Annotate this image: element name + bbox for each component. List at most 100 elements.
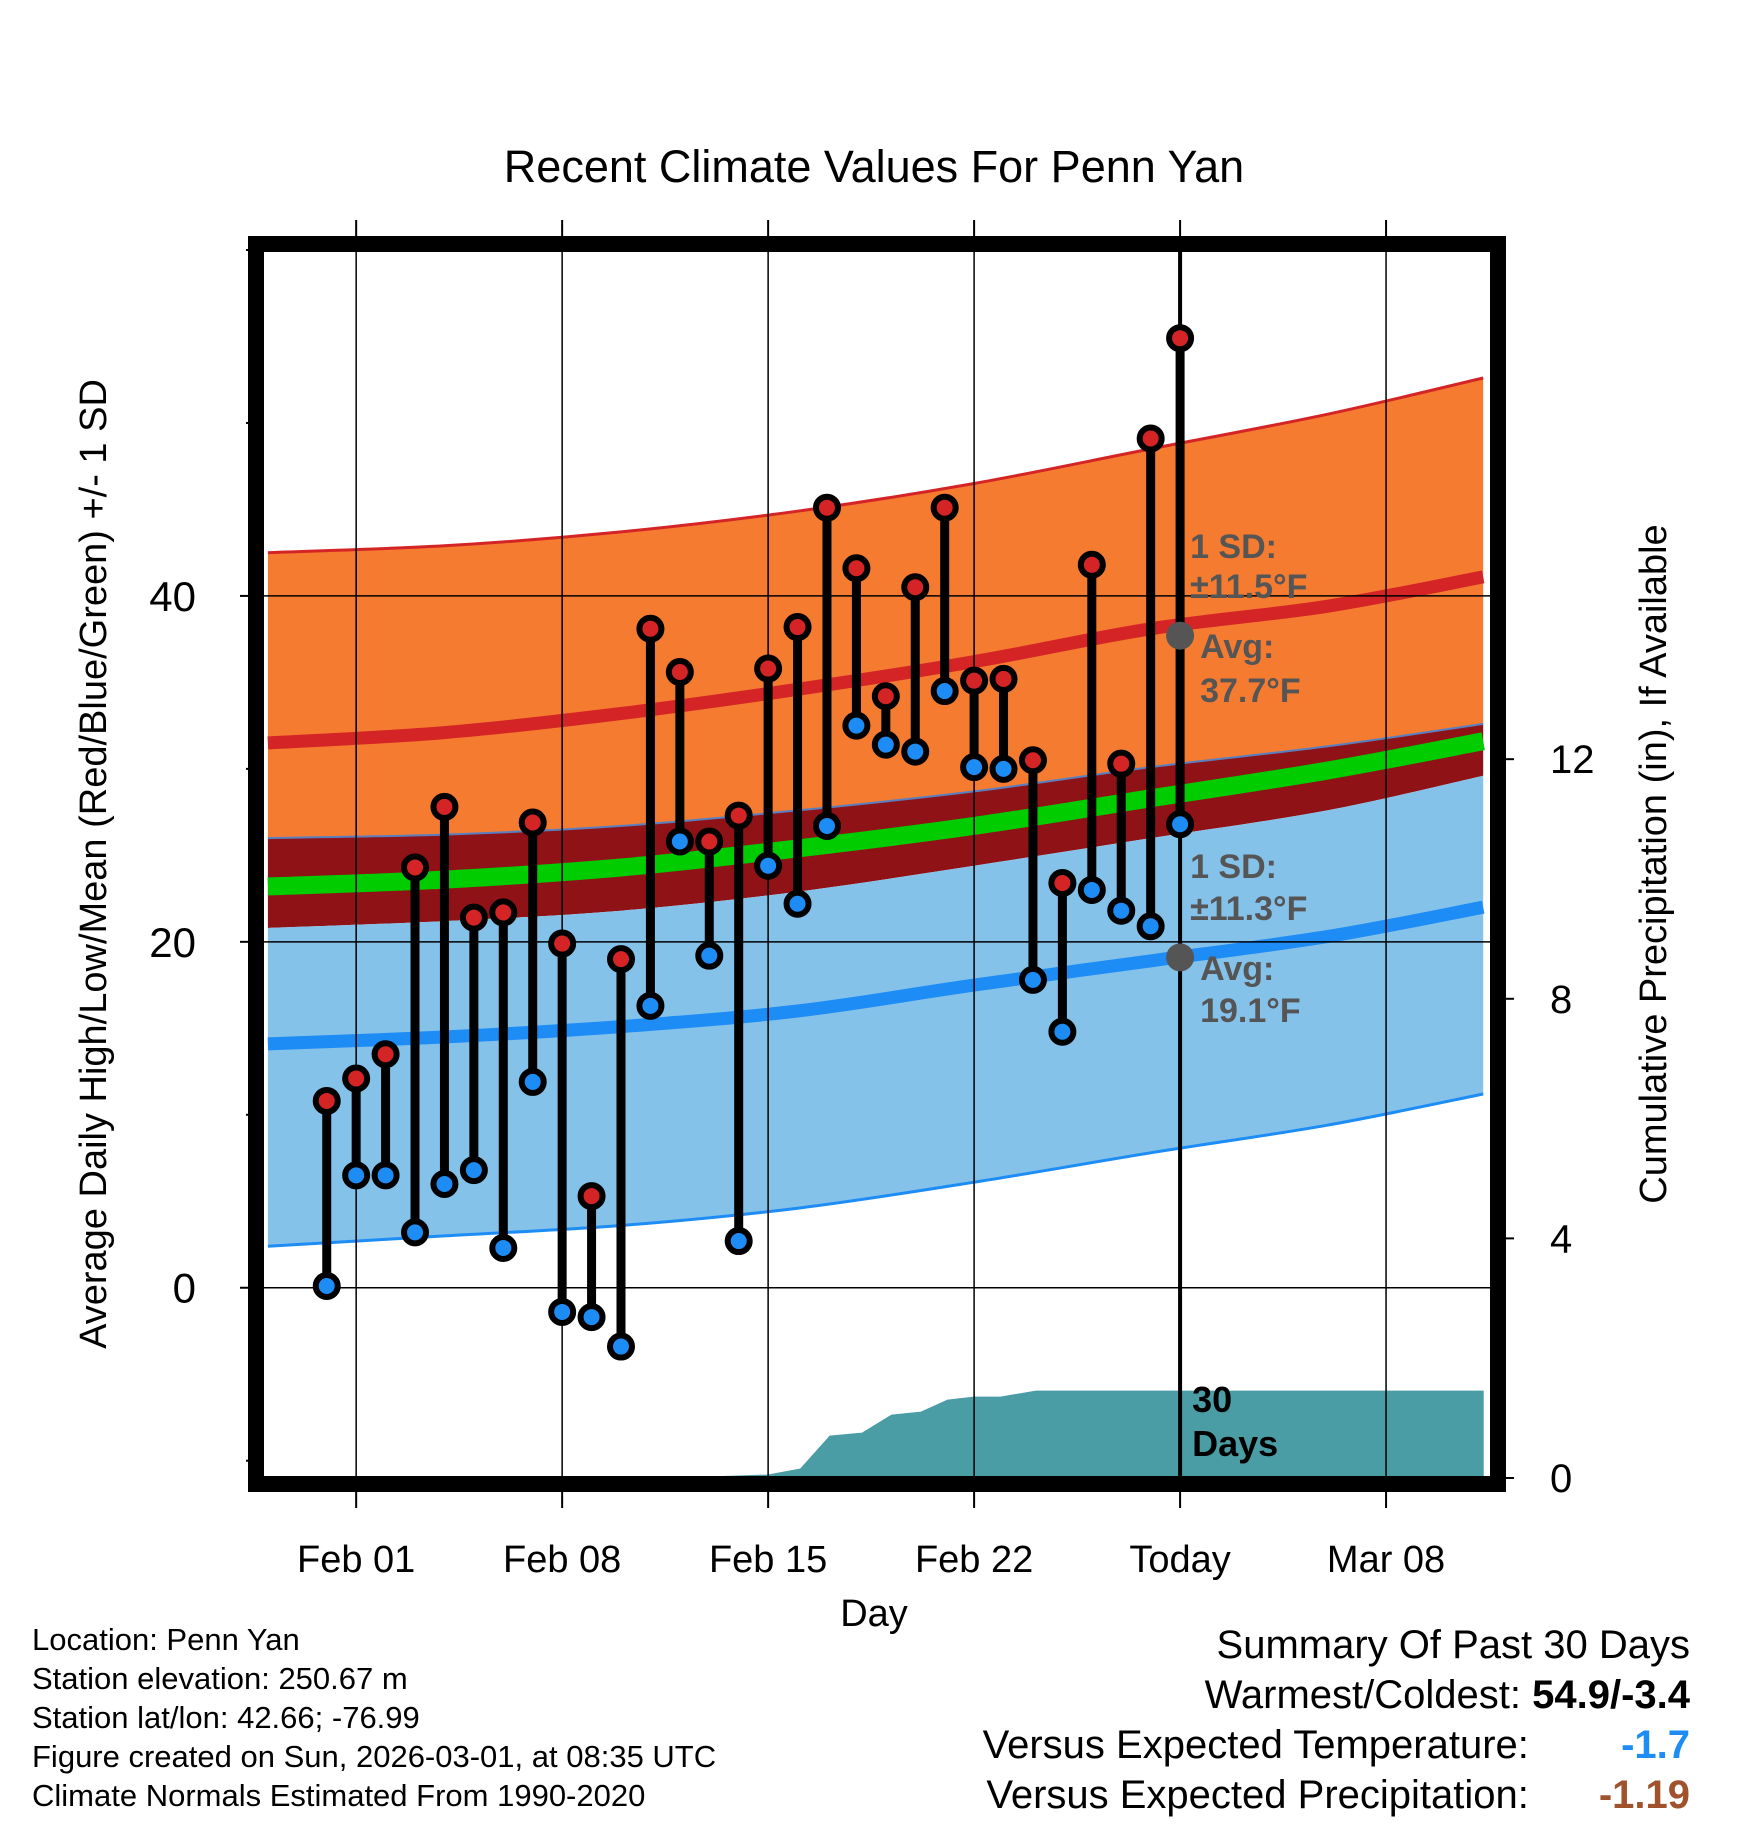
summary-panel: Summary Of Past 30 Days Warmest/Coldest:… xyxy=(983,1620,1690,1820)
summary-heading: Summary Of Past 30 Days xyxy=(1216,1623,1690,1667)
daily-high-point xyxy=(695,827,724,856)
y-axis-label: Average Daily High/Low/Mean (Red/Blue/Gr… xyxy=(73,379,115,1349)
plot-frame xyxy=(248,236,1506,1492)
daily-high-point xyxy=(1048,869,1077,898)
daily-low-point xyxy=(1048,1017,1077,1046)
daily-low-point xyxy=(577,1303,606,1332)
daily-low-point xyxy=(812,811,841,840)
daily-low-point xyxy=(312,1272,341,1301)
daily-high-point xyxy=(724,801,753,830)
y2-tick-label: 8 xyxy=(1550,978,1572,1022)
chart-title: Recent Climate Values For Penn Yan xyxy=(504,141,1244,192)
daily-low-point xyxy=(901,737,930,766)
daily-high-point xyxy=(783,613,812,642)
daily-low-point xyxy=(1018,965,1047,994)
daily-high-point xyxy=(812,493,841,522)
info-location: Location: Penn Yan xyxy=(32,1622,300,1657)
daily-low-point xyxy=(636,991,665,1020)
high-avg-label: Avg: xyxy=(1200,628,1274,666)
info-normals: Climate Normals Estimated From 1990-2020 xyxy=(32,1778,646,1813)
daily-high-point xyxy=(871,682,900,711)
period-label-days: Days xyxy=(1192,1423,1278,1464)
daily-low-point xyxy=(960,753,989,782)
low-avg-label: Avg: xyxy=(1200,950,1274,988)
daily-low-point xyxy=(548,1297,577,1326)
high-avg-marker xyxy=(1166,621,1195,650)
daily-low-point xyxy=(695,941,724,970)
daily-high-point xyxy=(518,808,547,837)
daily-low-point xyxy=(1166,810,1195,839)
daily-low-point xyxy=(401,1218,430,1247)
daily-high-point xyxy=(489,898,518,927)
daily-high-point xyxy=(930,493,959,522)
daily-low-point xyxy=(606,1332,635,1361)
info-latlon: Station lat/lon: 42.66; -76.99 xyxy=(32,1700,420,1735)
daily-high-point xyxy=(342,1064,371,1093)
summary-temp-value: -1.7 xyxy=(1621,1723,1690,1767)
x-tick-label: Feb 15 xyxy=(709,1539,827,1581)
low-avg-value: 19.1°F xyxy=(1200,992,1301,1030)
daily-low-point xyxy=(342,1161,371,1190)
info-created: Figure created on Sun, 2026-03-01, at 08… xyxy=(32,1739,717,1774)
y-tick-label: 0 xyxy=(173,1265,196,1312)
x-axis-label: Day xyxy=(840,1593,908,1635)
y2-tick-label: 4 xyxy=(1550,1217,1572,1261)
precip-area xyxy=(679,1390,1484,1478)
daily-high-point xyxy=(1136,424,1165,453)
daily-high-point xyxy=(901,573,930,602)
daily-high-point xyxy=(548,929,577,958)
summary-temp-label: Versus Expected Temperature: xyxy=(982,1723,1529,1767)
y2-tick-label: 0 xyxy=(1550,1457,1572,1501)
summary-warmest-row: Warmest/Coldest: 54.9/-3.4 xyxy=(983,1670,1690,1720)
daily-high-point xyxy=(401,853,430,882)
daily-low-point xyxy=(930,677,959,706)
daily-high-point xyxy=(577,1182,606,1211)
x-tick-label: Feb 08 xyxy=(503,1539,621,1581)
daily-low-point xyxy=(371,1161,400,1190)
daily-high-point xyxy=(1107,749,1136,778)
daily-high-point xyxy=(754,654,783,683)
low-lower-line xyxy=(267,1092,1484,1248)
daily-high-point xyxy=(636,614,665,643)
daily-low-point xyxy=(1077,875,1106,904)
daily-high-point xyxy=(1077,550,1106,579)
summary-temp-row: Versus Expected Temperature: -1.7 xyxy=(983,1720,1690,1770)
daily-low-point xyxy=(989,754,1018,783)
high-sd-label: 1 SD: xyxy=(1190,528,1277,566)
high-avg-value: 37.7°F xyxy=(1200,672,1301,710)
low-sd-value: ±11.3°F xyxy=(1190,890,1307,928)
y2-axis-label: Cumulative Precipitation (in), If Availa… xyxy=(1633,524,1675,1203)
y2-tick-label: 12 xyxy=(1550,738,1595,782)
low-avg-marker xyxy=(1166,943,1195,972)
daily-high-point xyxy=(842,554,871,583)
summary-precip-value: -1.19 xyxy=(1598,1773,1690,1817)
x-tick-label: Feb 01 xyxy=(297,1539,415,1581)
daily-low-point xyxy=(754,851,783,880)
daily-low-point xyxy=(430,1169,459,1198)
daily-high-point xyxy=(1166,324,1195,353)
summary-precip-row: Versus Expected Precipitation: -1.19 xyxy=(983,1770,1690,1820)
x-tick-label: Mar 08 xyxy=(1327,1539,1445,1581)
daily-low-point xyxy=(1136,912,1165,941)
daily-high-point xyxy=(371,1040,400,1069)
period-label: 30 xyxy=(1192,1379,1232,1420)
x-tick-label: Feb 22 xyxy=(915,1539,1033,1581)
daily-high-point xyxy=(665,658,694,687)
y-tick-label: 40 xyxy=(149,573,196,620)
summary-precip-label: Versus Expected Precipitation: xyxy=(986,1773,1529,1817)
daily-low-point xyxy=(871,730,900,759)
daily-low-point xyxy=(459,1156,488,1185)
daily-low-point xyxy=(842,711,871,740)
normal-mean-line xyxy=(267,732,1485,896)
daily-high-point xyxy=(606,945,635,974)
info-elevation: Station elevation: 250.67 m xyxy=(32,1661,408,1696)
low-sd-label: 1 SD: xyxy=(1190,848,1277,886)
station-info: Location: Penn Yan Station elevation: 25… xyxy=(32,1620,716,1815)
summary-warmest-value: 54.9/-3.4 xyxy=(1532,1673,1690,1717)
daily-high-point xyxy=(312,1086,341,1115)
high-sd-value: ±11.5°F xyxy=(1190,568,1307,606)
daily-low-point xyxy=(1107,896,1136,925)
daily-high-point xyxy=(1018,746,1047,775)
y-tick-label: 20 xyxy=(149,919,196,966)
